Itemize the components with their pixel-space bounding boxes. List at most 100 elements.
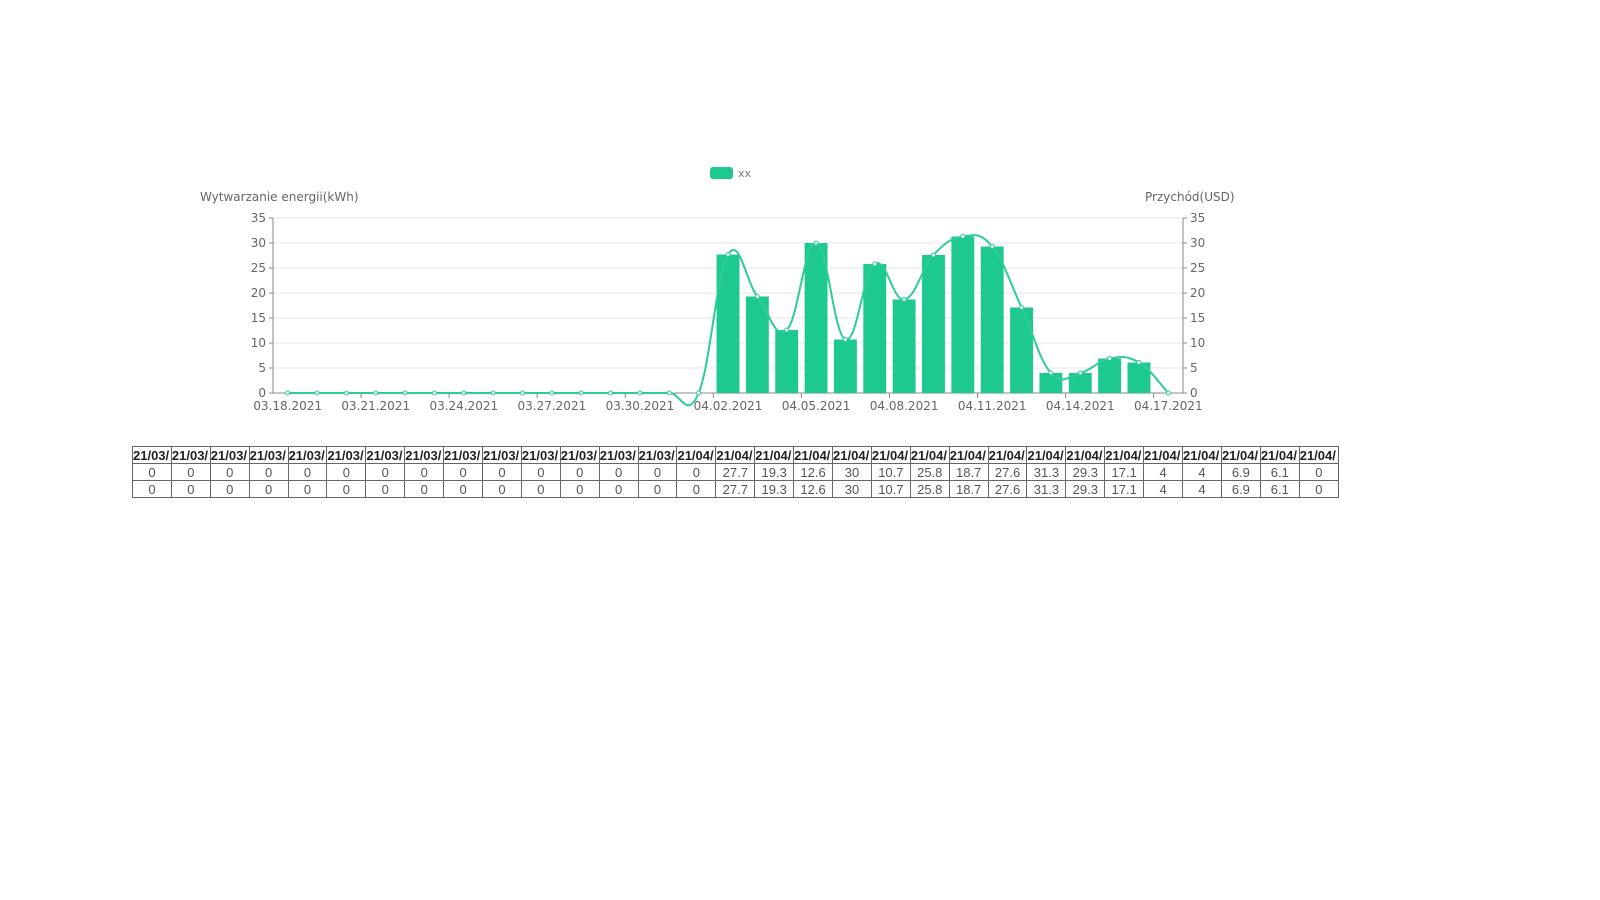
x-tick-label: 04.11.2021 (958, 399, 1027, 413)
table-header-cell: 21/03/ (443, 446, 484, 464)
table-header-cell: 21/03/ (287, 446, 328, 464)
table-cell: 19.3 (754, 480, 795, 498)
bar (951, 236, 975, 393)
table-cell: 0 (287, 463, 328, 481)
line-point (402, 390, 408, 396)
table-cell: 10.7 (870, 463, 911, 481)
table-cell: 0 (326, 463, 367, 481)
table-cell: 27.6 (987, 463, 1028, 481)
table-header-cell: 21/04/ (1104, 446, 1145, 464)
line-point (901, 297, 907, 302)
bar (716, 254, 740, 393)
line-point (666, 390, 672, 396)
table-cell: 0 (443, 463, 484, 481)
table-cell: 25.8 (909, 480, 950, 498)
x-tick-label: 04.08.2021 (870, 399, 939, 413)
line-point (431, 390, 437, 396)
energy-chart: 0 0 5 5 10 10 15 15 20 20 25 25 30 30 35 35 03.18.2021 03… (200, 167, 1235, 413)
table-cell: 10.7 (870, 480, 911, 498)
line-point (578, 390, 584, 396)
table-header-cell: 21/04/ (1298, 446, 1340, 464)
table-header-cell: 21/03/ (404, 446, 445, 464)
table-cell: 12.6 (793, 480, 834, 498)
line-point (989, 244, 995, 249)
table-header-cell: 21/04/ (754, 446, 795, 464)
bar (833, 339, 857, 393)
table-cell: 0 (520, 480, 561, 498)
y-tick-right: 15 (1190, 311, 1205, 325)
x-tick-label: 04.14.2021 (1046, 399, 1115, 413)
x-tick-label: 04.05.2021 (782, 399, 851, 413)
y-tick-left: 5 (258, 361, 266, 375)
y-tick-left: 20 (251, 286, 266, 300)
bar (863, 264, 887, 393)
table-header-cell: 21/03/ (637, 446, 678, 464)
y-tick-left: 15 (251, 311, 266, 325)
line-point (754, 294, 760, 299)
table-header-cell: 21/03/ (248, 446, 289, 464)
table-cell: 27.7 (715, 480, 756, 498)
table-cell: 6.1 (1259, 463, 1300, 481)
x-tick-label: 03.21.2021 (341, 399, 410, 413)
table-cell: 29.3 (1065, 480, 1106, 498)
table-cell: 25.8 (909, 463, 950, 481)
x-tick-label: 04.17.2021 (1134, 399, 1203, 413)
line-point (637, 390, 643, 396)
table-header-cell: 21/03/ (132, 446, 172, 464)
table-cell: 17.1 (1104, 480, 1145, 498)
line-point (608, 390, 614, 396)
table-cell: 4 (1182, 463, 1222, 481)
bar (745, 296, 769, 393)
table-cell: 30 (832, 480, 872, 498)
line-point (490, 390, 496, 396)
line-point (520, 390, 526, 396)
table-cell: 0 (676, 463, 717, 481)
y-axis-right-label: Przychód(USD) (1145, 190, 1235, 204)
table-cell: 19.3 (754, 463, 795, 481)
table-cell: 6.9 (1220, 480, 1261, 498)
table-header-cell: 21/03/ (170, 446, 211, 464)
table-cell: 0 (365, 463, 406, 481)
y-tick-left: 0 (258, 386, 266, 400)
table-cell: 0 (248, 480, 289, 498)
line-point (725, 252, 731, 257)
table-cell: 0 (404, 463, 445, 481)
table-cell: 0 (365, 480, 406, 498)
table-cell: 31.3 (1026, 480, 1067, 498)
table-cell: 0 (598, 480, 639, 498)
line-point (1107, 356, 1113, 361)
table-row: 0 0 0 0 0 0 0 0 0 0 0 0 0 0 0 27.7 19.3 12.6 30 10.7 25.8 18.… (132, 480, 1340, 498)
table-header-cell: 21/04/ (793, 446, 834, 464)
y-axis-left-label: Wytwarzanie energii(kWh) (200, 190, 359, 204)
line-point (1019, 305, 1025, 310)
table-cell: 0 (404, 480, 445, 498)
table-cell: 4 (1143, 480, 1184, 498)
legend-label[interactable]: xx (738, 167, 752, 180)
table-header-row: 21/03/21/03/21/03/21/03/21/03/21/03/21/0… (132, 446, 1340, 464)
table-cell: 0 (559, 463, 600, 481)
table-cell: 0 (1298, 480, 1340, 498)
table-header-cell: 21/03/ (209, 446, 250, 464)
line-point (1165, 390, 1171, 396)
table-cell: 27.6 (987, 480, 1028, 498)
table-header-cell: 21/03/ (326, 446, 367, 464)
table-header-cell: 21/03/ (482, 446, 522, 464)
line-point (813, 240, 819, 246)
table-cell: 0 (559, 480, 600, 498)
table-cell: 0 (132, 480, 172, 498)
table-cell: 0 (637, 463, 678, 481)
bar (1039, 373, 1063, 393)
table-cell: 30 (832, 463, 872, 481)
line-point (784, 327, 790, 333)
x-tick-label: 03.24.2021 (429, 399, 498, 413)
table-cell: 27.7 (715, 463, 756, 481)
table-cell: 0 (482, 480, 522, 498)
y-tick-right: 5 (1190, 361, 1198, 375)
legend-swatch[interactable] (710, 167, 733, 179)
line-point (549, 390, 555, 396)
table-cell: 6.1 (1259, 480, 1300, 498)
y-tick-right: 20 (1190, 286, 1205, 300)
line-point (343, 390, 349, 396)
table-header-cell: 21/04/ (1026, 446, 1067, 464)
table-cell: 0 (209, 463, 250, 481)
